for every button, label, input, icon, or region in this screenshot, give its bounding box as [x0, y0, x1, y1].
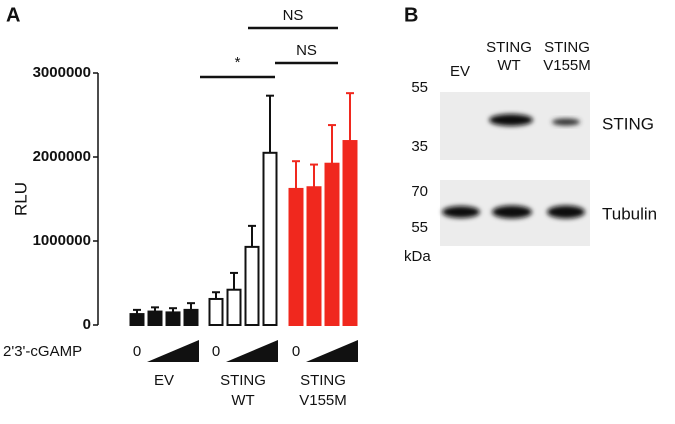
- significance-label: NS: [296, 42, 317, 59]
- significance-label: *: [235, 54, 241, 71]
- bar: [165, 311, 181, 326]
- bar: [342, 140, 358, 326]
- marker-label: 70: [411, 183, 428, 200]
- bar: [129, 313, 145, 326]
- band: [489, 114, 533, 126]
- y-axis-label: RLU: [11, 182, 30, 216]
- bar: [306, 186, 322, 326]
- panel-label: A: [6, 4, 20, 26]
- dose-wedge: [226, 340, 278, 362]
- blot-membrane: [440, 92, 590, 160]
- group-label: V155M: [299, 392, 347, 409]
- band: [552, 118, 580, 126]
- lane-label: EV: [450, 63, 470, 80]
- lane-label: WT: [497, 57, 520, 74]
- dose-zero: 0: [133, 343, 141, 360]
- y-tick-label: 3000000: [33, 64, 91, 81]
- band: [442, 206, 480, 218]
- x-axis-label: 2'3'-cGAMP: [3, 343, 82, 360]
- group-label: STING: [300, 372, 346, 389]
- bar: [208, 297, 224, 326]
- y-tick-label: 1000000: [33, 232, 91, 249]
- bar: [226, 288, 242, 326]
- group-label: EV: [154, 372, 174, 389]
- band-label: Tubulin: [602, 204, 657, 223]
- band: [547, 205, 585, 219]
- unit-label: kDa: [404, 248, 431, 265]
- dose-zero: 0: [212, 343, 220, 360]
- marker-label: 35: [411, 138, 428, 155]
- bar: [244, 245, 260, 327]
- group-label: WT: [231, 392, 254, 409]
- dose-wedge: [306, 340, 358, 362]
- y-tick-label: 2000000: [33, 148, 91, 165]
- bar: [288, 187, 304, 326]
- y-tick-label: 0: [83, 316, 91, 333]
- band-label: STING: [602, 114, 654, 133]
- bar: [324, 162, 340, 326]
- marker-label: 55: [411, 79, 428, 96]
- lane-label: STING: [486, 39, 532, 56]
- band: [492, 205, 532, 219]
- dose-zero: 0: [292, 343, 300, 360]
- panel-label: B: [404, 4, 418, 26]
- marker-label: 55: [411, 219, 428, 236]
- bar: [147, 310, 163, 326]
- lane-label: STING: [544, 39, 590, 56]
- group-label: STING: [220, 372, 266, 389]
- lane-label: V155M: [543, 57, 591, 74]
- bar: [183, 308, 199, 327]
- significance-label: NS: [283, 7, 304, 24]
- dose-wedge: [147, 340, 199, 362]
- bar: [262, 151, 278, 326]
